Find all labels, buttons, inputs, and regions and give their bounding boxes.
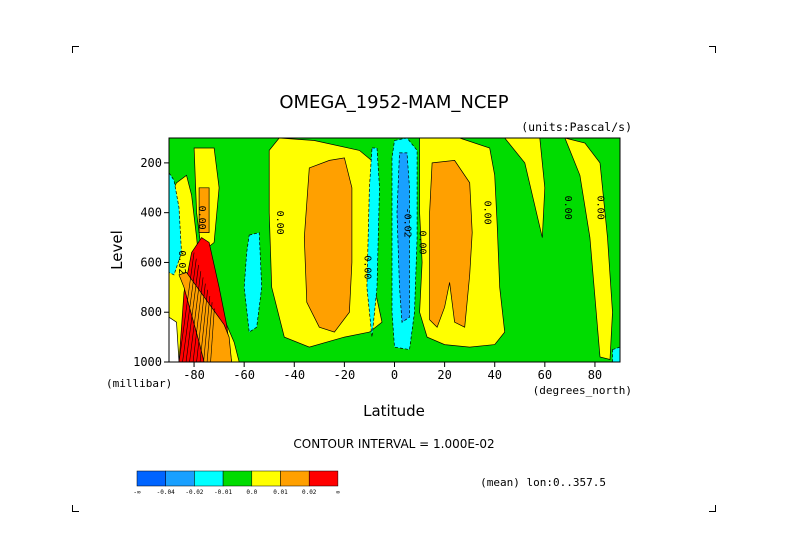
contour-region-positive_1 [564,137,613,360]
y-axis-title: Level [108,230,126,270]
y-tick-label: 400 [140,206,162,220]
frame-corner-bottom-left [72,505,79,512]
contour-interval-text: CONTOUR INTERVAL = 1.000E-02 [293,437,494,451]
contour-line [203,296,211,363]
legend-label: 0.0 [246,489,257,496]
legend-label: ∞ [336,489,340,496]
x-tick-label: 40 [487,368,501,382]
x-tick-label: -20 [334,368,356,382]
contour-label: 0.00 [562,196,573,220]
contour-line [182,258,197,363]
contour-label: 0.00 [482,201,493,225]
x-tick-label: 0 [391,368,398,382]
contour-label: 0.00 [594,196,605,220]
contour-label: -0.02 [402,208,413,238]
contour-region-negative_1 [366,147,380,338]
contour-label: 0.00 [196,206,207,230]
legend-swatch [194,470,224,487]
legend-swatch [165,470,195,487]
x-tick-label: -80 [183,368,205,382]
color-legend: -∞ -0.04 -0.02 -0.01 0.0 0.01 0.02 ∞ [133,470,340,496]
legend-label: -0.02 [185,489,203,496]
y-axis-units: (millibar) [106,377,172,390]
x-tick-label: 20 [437,368,451,382]
y-tick-label: 1000 [133,355,162,369]
legend-swatch [222,470,253,487]
contour-region-negative_2 [396,152,410,323]
contour-label: 0.00 [274,211,285,235]
x-axis-title: Latitude [363,402,425,420]
x-tick-label: 80 [588,368,602,382]
legend-label: -∞ [133,489,141,496]
contour-label: 0.00 [361,255,372,279]
y-tick-label: 800 [140,305,162,319]
contour-lines-polar [178,252,215,363]
legend-label: 0.02 [302,489,317,496]
y-tick-label: 600 [140,255,162,269]
legend-swatch [136,470,166,487]
contour-line [199,289,208,363]
x-tick-label: 60 [538,368,552,382]
legend-swatch [308,470,339,487]
contour-label: 0.02 [176,250,187,274]
legend-label: 0.01 [273,489,288,496]
contour-region-negative_1 [243,232,263,333]
legend-label: -0.04 [157,489,175,496]
legend-label: -0.01 [214,489,232,496]
legend-swatch [251,470,281,487]
contour-line [189,271,202,363]
legend-swatch [280,470,310,487]
units-label: (units:Pascal/s) [521,120,632,134]
frame-corner-top-left [72,46,79,53]
contour-region-negative_1 [612,346,621,363]
contour-region-positive_2 [429,160,473,328]
contour-region-positive_2 [303,157,353,333]
x-tick-label: -40 [283,368,305,382]
chart-title: OMEGA_1952-MAM_NCEP [279,92,508,113]
mean-longitude-note: (mean) lon:0..357.5 [480,476,606,489]
contour-region-positive_2 [198,187,210,233]
contour-line [178,252,195,363]
plot-area: 0.00 0.02 0.00 0.00 -0.02 0.00 0.00 0.00 0.00 -80… [133,137,621,382]
contour-line [206,302,213,363]
contour-line [210,308,215,363]
contour-label: 0.00 [417,230,428,254]
contour-line [192,277,204,363]
frame-corner-top-right [709,46,716,53]
y-tick-label: 200 [140,156,162,170]
contour-line [196,283,206,363]
contour-line [185,264,199,363]
frame-corner-bottom-right [709,505,716,512]
x-axis-units: (degrees_north) [533,384,632,397]
x-tick-label: -60 [233,368,255,382]
